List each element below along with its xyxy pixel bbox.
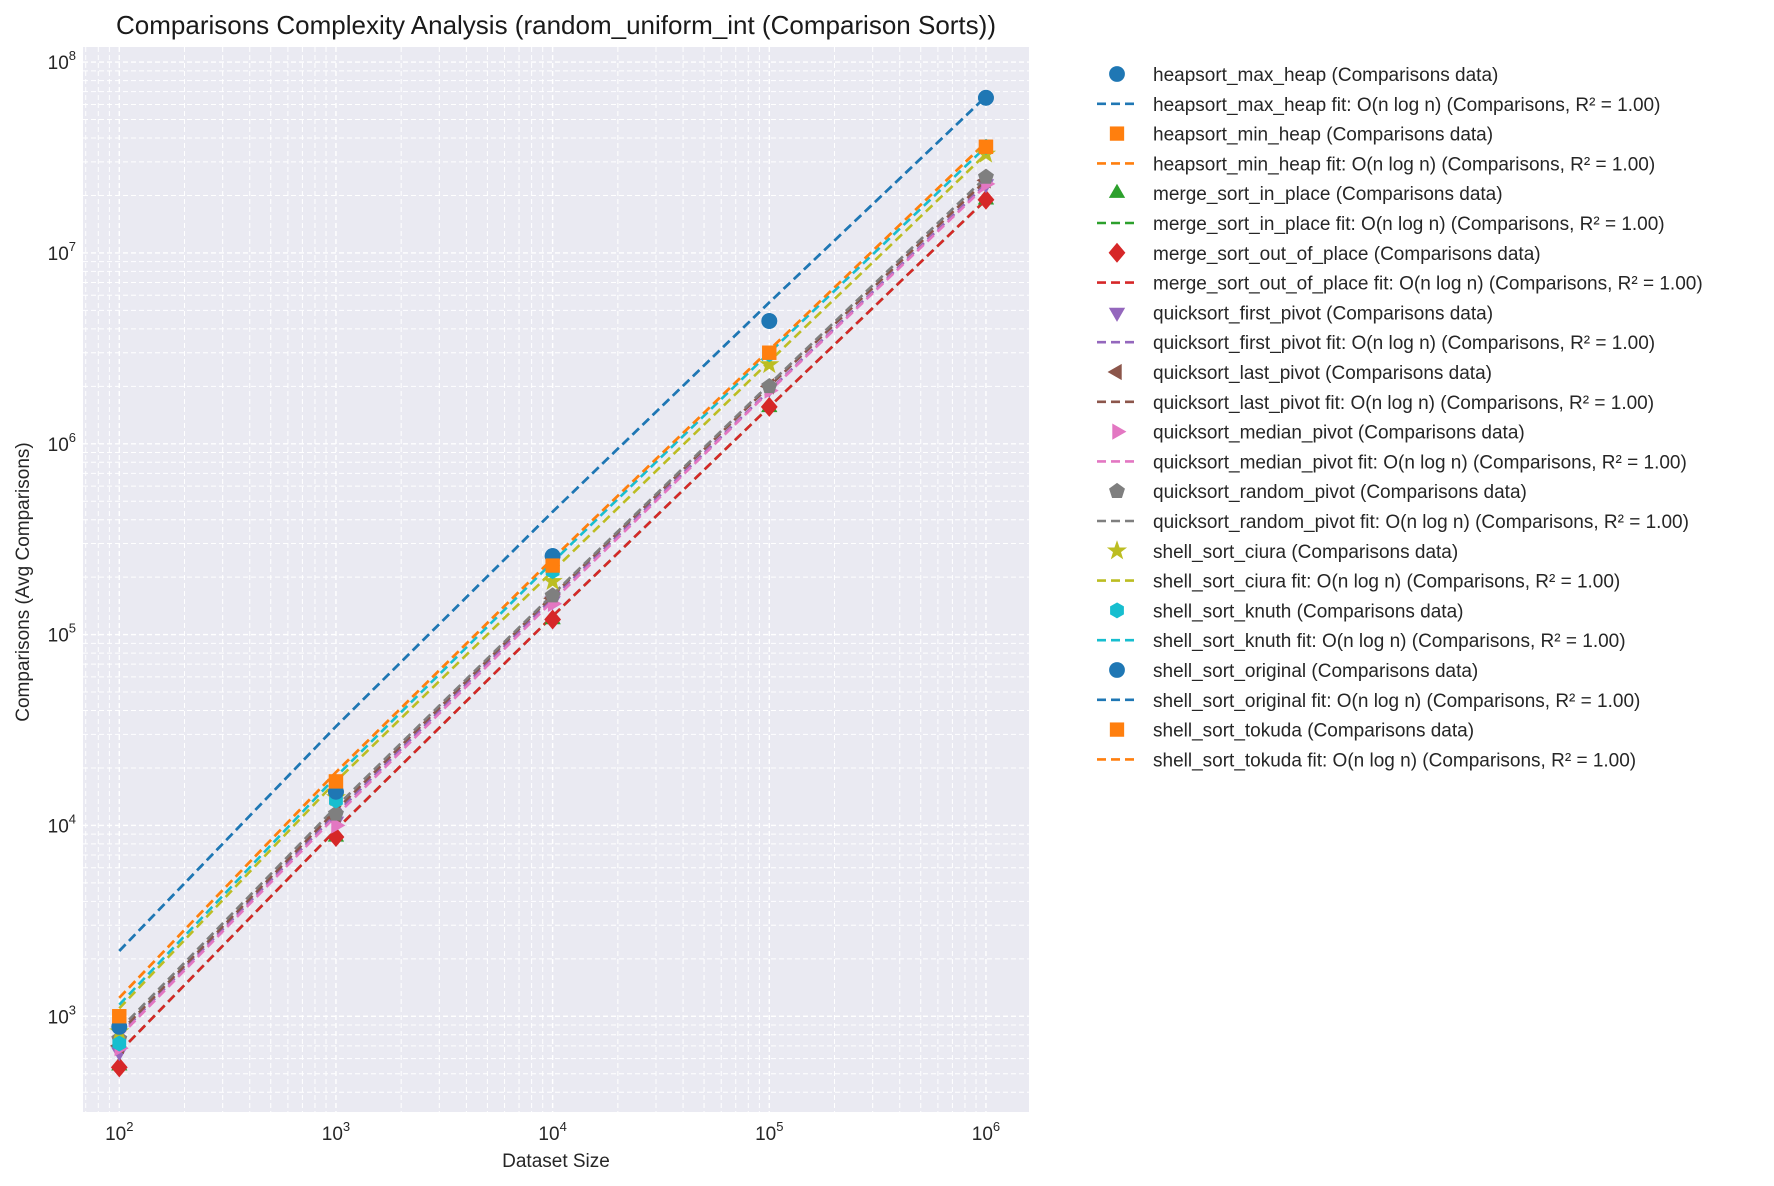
y-tick-label: 106 (48, 430, 76, 456)
y-tick-label: 108 (48, 48, 76, 74)
data-point-merge_sort_out_of_place (977, 189, 995, 210)
legend-marker-quicksort_random_pivot (1109, 482, 1125, 498)
legend-marker-heapsort_min_heap (1109, 126, 1125, 141)
legend-label: heapsort_min_heap fit: O(n log n) (Compa… (1153, 154, 1655, 175)
data-point-shell_sort_ciura (759, 353, 780, 374)
data-point-quicksort_random_pivot (327, 805, 344, 821)
fit-line-quicksort_random_pivot (118, 176, 987, 1031)
data-point-quicksort_random_pivot (977, 168, 994, 184)
legend-label: merge_sort_in_place (Comparisons data) (1153, 184, 1503, 205)
legend-label: shell_sort_knuth (Comparisons data) (1153, 601, 1464, 622)
legend-marker-merge_sort_in_place (1108, 183, 1126, 198)
legend-label: heapsort_max_heap (Comparisons data) (1153, 65, 1498, 86)
x-tick-label: 102 (105, 1119, 133, 1145)
legend-marker-heapsort_max_heap (1109, 66, 1125, 82)
legend-label: quicksort_random_pivot fit: O(n log n) (… (1153, 512, 1689, 533)
legend-label: heapsort_max_heap fit: O(n log n) (Compa… (1153, 95, 1660, 116)
legend-label: merge_sort_out_of_place (Comparisons dat… (1153, 244, 1541, 265)
data-point-shell_sort_original (978, 89, 994, 106)
legend-marker-quicksort_median_pivot (1112, 423, 1127, 440)
legend-marker-shell_sort_knuth (1110, 602, 1124, 619)
legend-marker-quicksort_first_pivot (1108, 307, 1126, 322)
data-point-quicksort_random_pivot (761, 377, 778, 394)
data-point-shell_sort_ciura (542, 570, 563, 590)
fit-line-merge_sort_out_of_place (118, 198, 987, 1053)
legend-label: shell_sort_ciura fit: O(n log n) (Compar… (1153, 572, 1620, 593)
data-point-merge_sort_out_of_place (760, 396, 778, 417)
x-axis-label: Dataset Size (502, 1151, 610, 1172)
legend-marker-shell_sort_ciura (1106, 540, 1128, 560)
legend-marker-quicksort_last_pivot (1107, 363, 1122, 381)
chart-title: Comparisons Complexity Analysis (random_… (116, 10, 996, 40)
data-markers (109, 89, 997, 1078)
data-point-shell_sort_original (761, 313, 778, 329)
data-point-quicksort_median_pivot (331, 817, 346, 834)
data-point-shell_sort_knuth (112, 1035, 127, 1052)
data-point-shell_sort_tokuda (978, 139, 994, 154)
y-axis-label: Comparisons (Avg Comparisons) (13, 442, 34, 721)
legend-label: quicksort_last_pivot fit: O(n log n) (Co… (1153, 393, 1654, 414)
grid (83, 47, 1029, 1112)
fit-line-shell_sort_original (118, 95, 987, 952)
tick-labels: 102 103 104 105 106 103 104 105 106 107 108 (48, 48, 1001, 1145)
legend-label: quicksort_median_pivot (Comparisons data… (1153, 423, 1525, 444)
legend-label: shell_sort_original (Comparisons data) (1153, 661, 1478, 682)
legend-label: quicksort_last_pivot (Comparisons data) (1153, 363, 1492, 384)
legend-label: shell_sort_original fit: O(n log n) (Com… (1153, 691, 1640, 712)
legend-label: merge_sort_out_of_place fit: O(n log n) … (1153, 274, 1703, 295)
legend-label: shell_sort_tokuda fit: O(n log n) (Compa… (1153, 750, 1636, 771)
x-tick-label: 105 (755, 1119, 783, 1145)
x-tick-label: 104 (538, 1119, 566, 1145)
legend-label: merge_sort_in_place fit: O(n log n) (Com… (1153, 214, 1665, 235)
x-tick-label: 103 (322, 1119, 350, 1145)
data-point-shell_sort_tokuda (328, 774, 344, 789)
legend: heapsort_max_heap (Comparisons data) heap… (1097, 65, 1703, 771)
legend-marker-shell_sort_tokuda (1109, 722, 1125, 737)
data-point-merge_sort_out_of_place (110, 1057, 128, 1078)
data-point-shell_sort_tokuda (762, 345, 777, 360)
y-tick-label: 105 (48, 621, 76, 647)
data-point-shell_sort_tokuda (545, 558, 560, 573)
legend-marker-shell_sort_original (1109, 662, 1125, 678)
y-tick-label: 103 (48, 1002, 76, 1028)
legend-label: shell_sort_ciura (Comparisons data) (1153, 542, 1458, 563)
y-tick-label: 104 (48, 811, 76, 837)
legend-label: shell_sort_knuth fit: O(n log n) (Compar… (1153, 631, 1626, 652)
legend-label: quicksort_median_pivot fit: O(n log n) (… (1153, 452, 1687, 473)
data-point-merge_sort_out_of_place (544, 609, 562, 630)
legend-label: heapsort_min_heap (Comparisons data) (1153, 125, 1493, 146)
legend-label: quicksort_random_pivot (Comparisons data… (1153, 482, 1527, 503)
legend-label: quicksort_first_pivot fit: O(n log n) (C… (1153, 333, 1655, 354)
data-point-shell_sort_tokuda (112, 1009, 127, 1024)
fit-line-quicksort_median_pivot (118, 184, 987, 1038)
legend-marker-merge_sort_out_of_place (1108, 242, 1126, 263)
fit-line-quicksort_last_pivot (118, 179, 987, 1034)
x-tick-label: 106 (972, 1119, 1000, 1145)
legend-label: quicksort_first_pivot (Comparisons data) (1153, 303, 1493, 324)
legend-label: shell_sort_tokuda (Comparisons data) (1153, 721, 1474, 742)
data-point-quicksort_random_pivot (544, 587, 561, 603)
y-tick-label: 107 (48, 239, 76, 265)
